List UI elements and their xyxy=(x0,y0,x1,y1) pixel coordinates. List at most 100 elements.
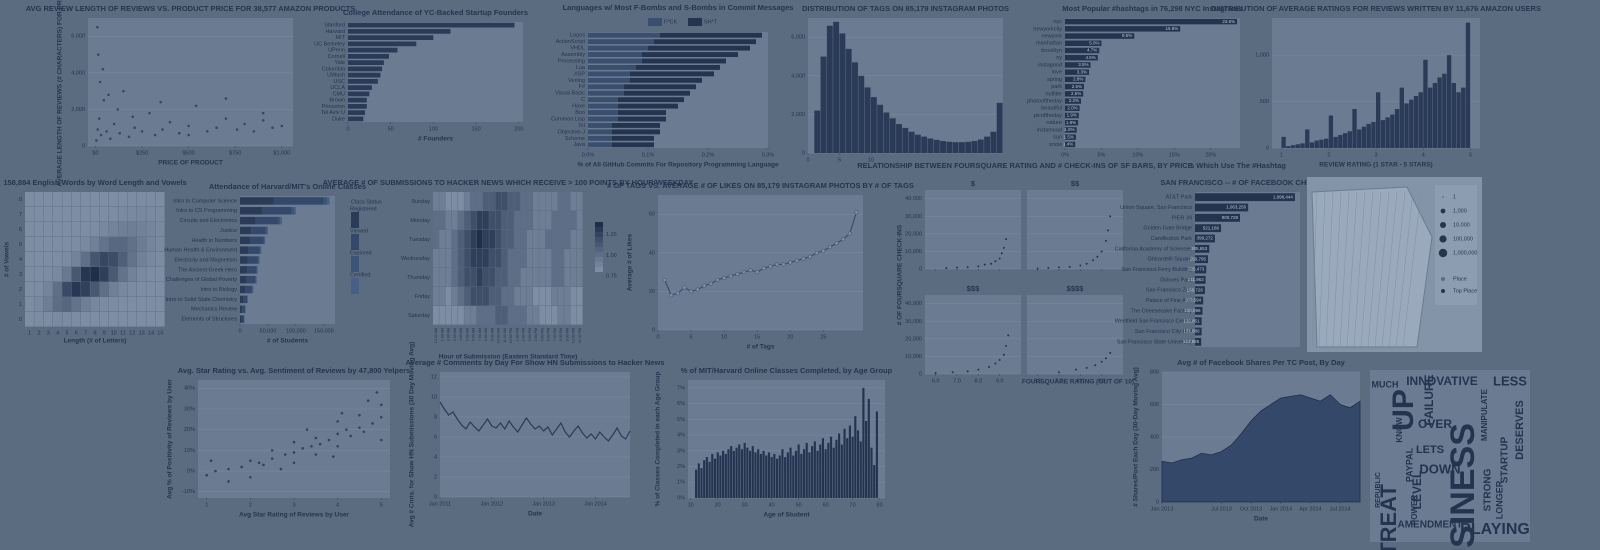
heat-cell xyxy=(558,306,564,325)
heat-cell xyxy=(127,312,137,327)
heat-cell xyxy=(118,192,128,207)
point xyxy=(379,438,383,442)
word: AMENDMENT xyxy=(1398,520,1463,531)
heat-cell xyxy=(564,249,571,268)
legend-label: 1 xyxy=(1453,194,1456,200)
histogram-bar xyxy=(914,134,921,153)
value-label: 4.7% xyxy=(1087,48,1097,53)
heat-cell xyxy=(501,268,508,287)
heat-cell xyxy=(564,306,571,325)
bar xyxy=(1065,141,1076,148)
column-label: 6 xyxy=(75,330,78,336)
x-tick-label: Jan 2013 xyxy=(532,501,555,507)
point xyxy=(956,266,958,269)
heat-cell xyxy=(99,237,109,252)
heat-cell xyxy=(451,287,458,306)
category-label: Objective-J xyxy=(557,129,585,135)
point xyxy=(1047,266,1050,269)
column-label: 11:00 PM xyxy=(578,328,582,343)
point xyxy=(741,270,747,275)
column-label: 9 xyxy=(103,330,106,336)
heat-cell xyxy=(43,252,53,267)
x-tick-label: Jan 2013 xyxy=(1151,506,1174,512)
heat-cell xyxy=(81,237,90,252)
road xyxy=(1332,191,1342,348)
heat-cell xyxy=(539,249,546,268)
column-label: 8:00 AM xyxy=(484,328,488,341)
heat-cell xyxy=(458,287,464,306)
heat-cell xyxy=(576,192,583,211)
value-label: 132,851 xyxy=(1183,318,1200,323)
category-label: Justice xyxy=(220,228,237,234)
word: KNOW xyxy=(1395,417,1404,443)
y-tick-label: 40 xyxy=(649,250,655,256)
heat-cell xyxy=(495,287,502,306)
bar xyxy=(1195,255,1208,264)
heat-cell xyxy=(90,252,100,267)
category-label: Lua xyxy=(576,65,586,71)
heat-cell xyxy=(439,287,446,306)
heat-cell xyxy=(109,207,118,222)
point xyxy=(841,237,846,242)
plot-area xyxy=(1027,295,1123,374)
legend-label: Top Place xyxy=(1453,288,1477,294)
heat-cell xyxy=(545,211,552,230)
heat-cell xyxy=(520,306,527,325)
heat-cell xyxy=(81,207,90,222)
bar xyxy=(862,387,865,498)
x-tick-label: Jan 2014 xyxy=(1269,506,1292,512)
bar xyxy=(1065,26,1181,32)
heat-cell xyxy=(464,268,471,287)
legend-size xyxy=(1440,208,1446,214)
heat-cell xyxy=(551,287,558,306)
heat-cell xyxy=(53,267,62,282)
bar xyxy=(348,110,366,115)
row-label: 2 xyxy=(19,287,22,293)
heat-cell xyxy=(539,192,546,211)
color-scale-label: 1.25 xyxy=(606,232,617,238)
legend-swatch xyxy=(648,18,662,26)
point xyxy=(966,370,969,373)
histogram-bar xyxy=(1324,138,1329,148)
heat-cell xyxy=(62,312,72,327)
y-tick-label: 1,000 xyxy=(1255,53,1269,59)
column-label: 13 xyxy=(139,330,145,336)
heat-cell xyxy=(533,211,539,230)
category-label: ActionScript xyxy=(556,39,586,45)
heat-cell xyxy=(25,192,34,207)
chart-title: SAN FRANCISCO -- # OF FACEBOOK CHECKINS xyxy=(1160,178,1334,187)
y-tick-label: 5% xyxy=(677,417,685,423)
point xyxy=(990,262,993,265)
heat-cell xyxy=(25,237,34,252)
word: MANIPULATE xyxy=(1480,388,1489,441)
y-tick-label: 12 xyxy=(431,374,437,380)
x-axis-label: Date xyxy=(1254,516,1268,523)
point xyxy=(292,440,296,444)
bar-segment xyxy=(247,256,258,264)
bar-segment xyxy=(264,236,266,245)
category-label: newyork xyxy=(1042,34,1063,40)
heat-cell xyxy=(81,267,90,282)
category-label: Logos xyxy=(570,33,585,39)
x-tick-label: 5 xyxy=(1469,152,1472,158)
histogram-bar xyxy=(852,62,858,153)
heat-cell xyxy=(576,306,583,325)
heat-cell xyxy=(445,306,452,325)
chart-title: Languages w/ Most F-Bombs and S-Bombs in… xyxy=(563,3,794,12)
y-tick-label: 8 xyxy=(434,414,437,420)
x-tick-label: 30 xyxy=(742,502,748,508)
histogram-bar xyxy=(1446,55,1452,149)
heat-cell xyxy=(576,249,583,268)
heat-cell xyxy=(476,211,483,230)
heat-cell xyxy=(458,306,464,325)
heat-cell xyxy=(495,249,502,268)
word: BUSINESS xyxy=(1444,423,1482,550)
category-label: Harvard xyxy=(325,29,345,35)
point xyxy=(331,455,335,458)
value-label: 9.5% xyxy=(1122,33,1132,38)
bar xyxy=(1195,234,1215,243)
chart-title: DISTRIBUTION OF AVERAGE RATINGS FOR REVI… xyxy=(1211,4,1541,13)
column-label: 6:00 PM xyxy=(547,328,551,341)
word: LONGER xyxy=(1494,480,1504,519)
category-label: Princeton xyxy=(322,104,345,110)
